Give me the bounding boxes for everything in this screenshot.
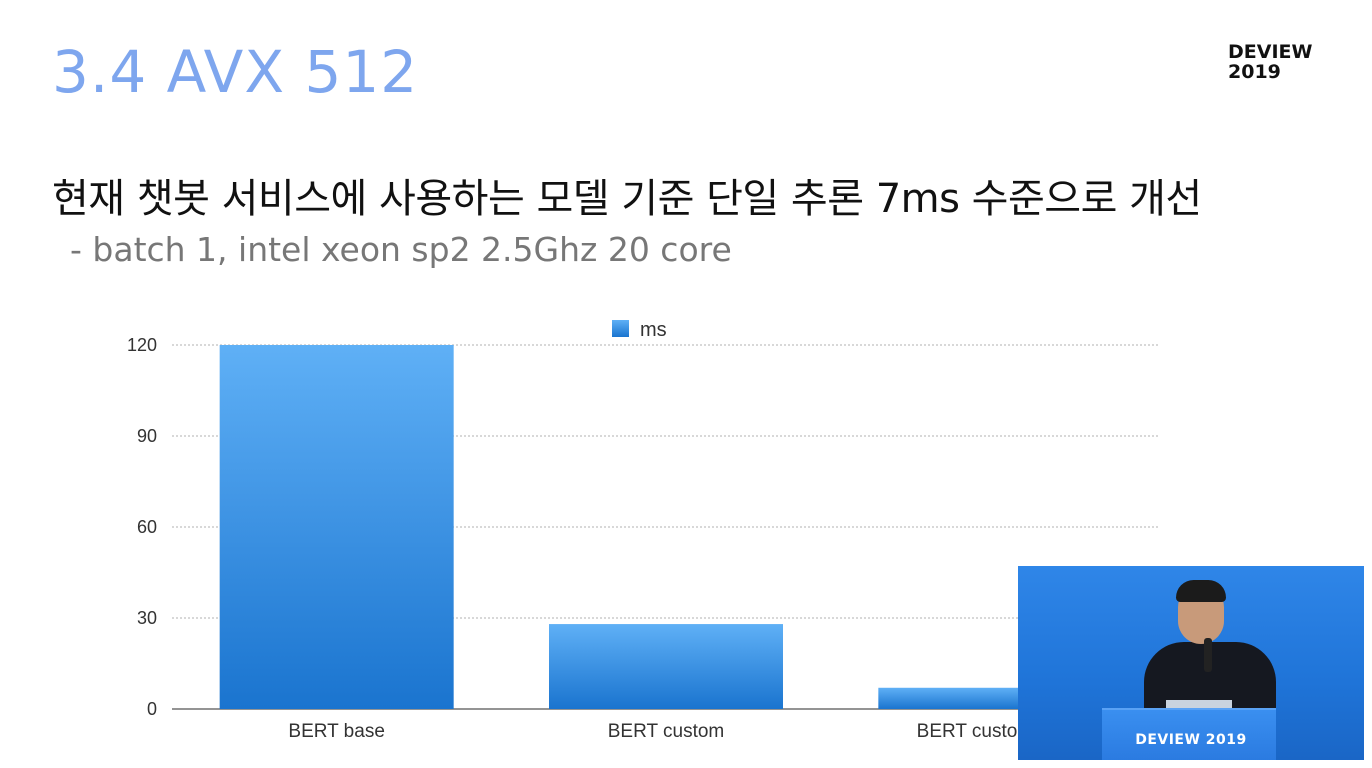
podium-label: DEVIEW 2019 [1135,732,1247,748]
laptop-icon [1166,700,1232,708]
bar [219,345,454,709]
brand-line-1: DEVIEW [1228,41,1313,63]
speaker-hair [1176,580,1226,602]
y-tick-label: 120 [127,335,157,355]
bar [549,624,783,709]
speaker-video: DEVIEW 2019 [1018,566,1364,760]
x-tick-label: BERT custom [608,721,725,742]
y-tick-label: 30 [137,608,157,628]
x-tick-label: BERT base [288,721,384,742]
y-tick-label: 90 [137,426,157,446]
y-tick-label: 0 [147,699,157,719]
microphone-icon [1204,638,1212,672]
podium [1102,708,1276,760]
headline: 현재 챗봇 서비스에 사용하는 모델 기준 단일 추론 7ms 수준으로 개선 [52,176,1202,222]
slide-title: 3.4 AVX 512 [52,38,419,106]
subline: - batch 1, intel xeon sp2 2.5Ghz 20 core [70,230,732,269]
legend-label: ms [640,319,667,341]
y-tick-label: 60 [137,517,157,537]
brand-line-2: 2019 [1228,61,1281,83]
legend-swatch [612,320,629,337]
brand-logo: DEVIEW 2019 [1228,42,1312,82]
